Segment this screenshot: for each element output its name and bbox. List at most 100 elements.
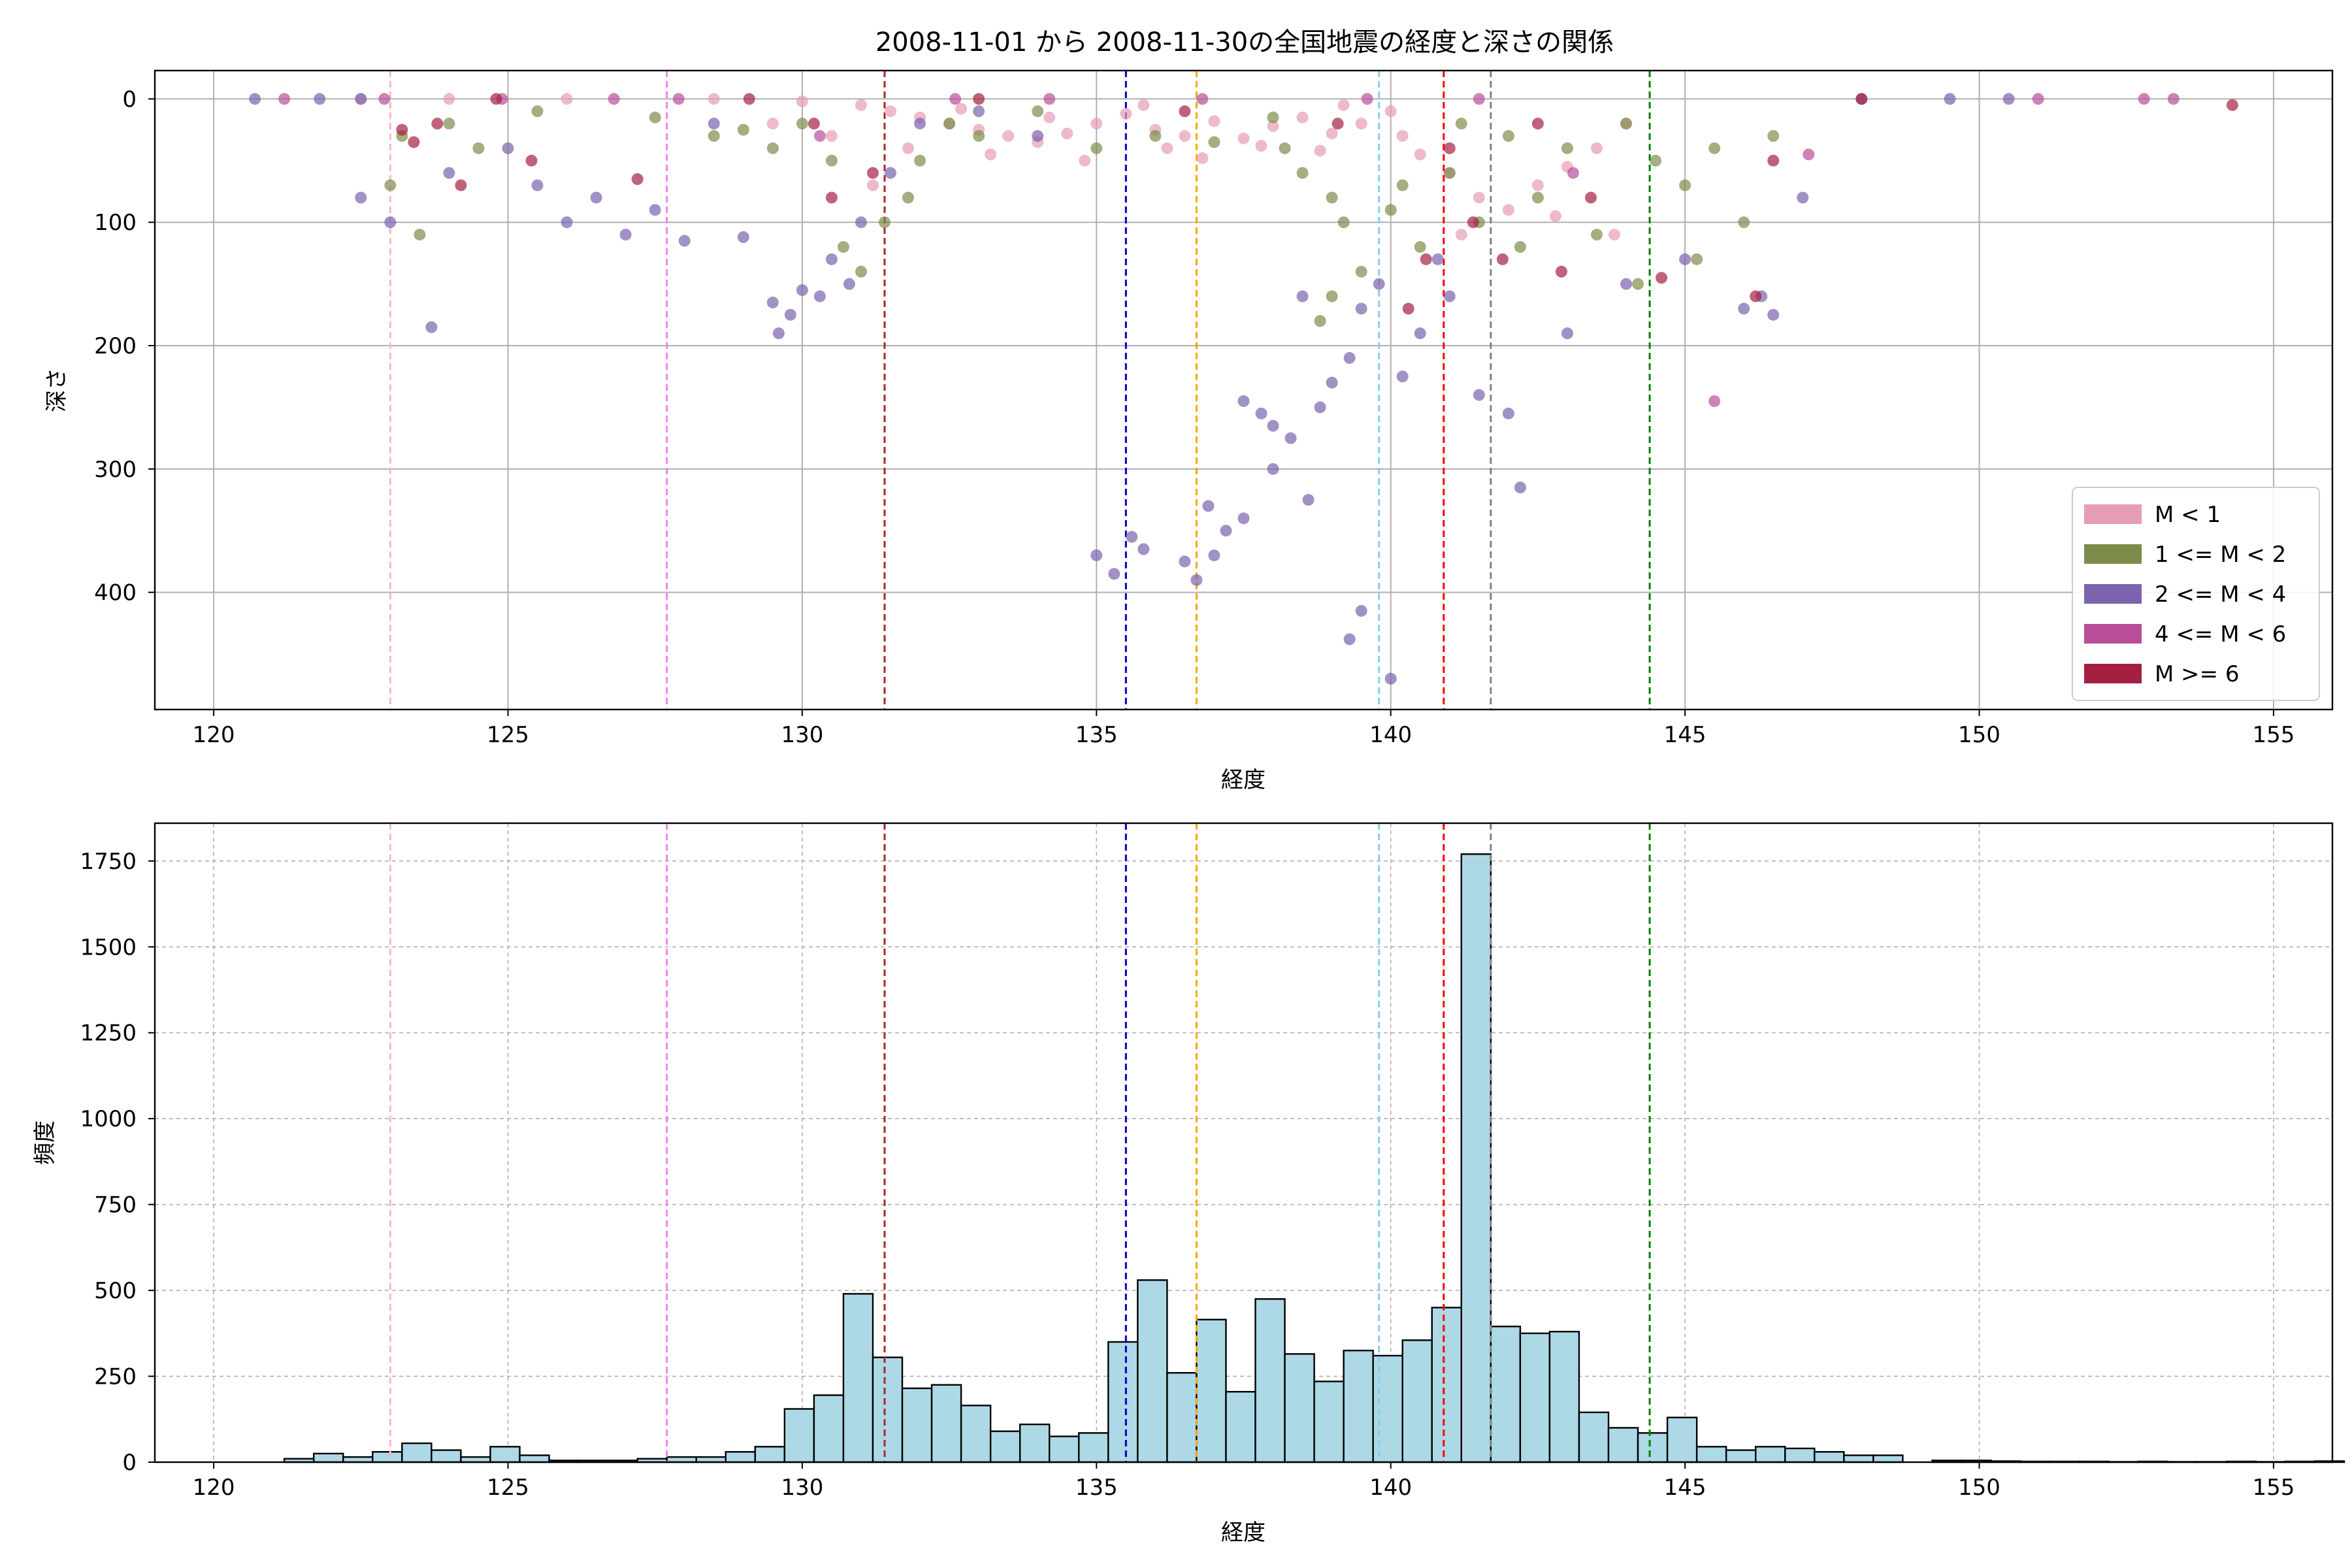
scatter-point bbox=[743, 93, 755, 105]
histogram-bar bbox=[813, 1394, 845, 1463]
scatter-point bbox=[1767, 130, 1780, 142]
scatter-point bbox=[502, 142, 514, 154]
histogram-bar bbox=[1401, 1339, 1433, 1463]
histogram-y-axis-label: 頻度 bbox=[32, 1120, 58, 1165]
scatter-point bbox=[1090, 549, 1103, 561]
scatter-point bbox=[1855, 93, 1868, 105]
scatter-point bbox=[902, 191, 915, 204]
scatter-point bbox=[1590, 142, 1603, 154]
scatter-point bbox=[784, 308, 796, 321]
scatter-point bbox=[866, 179, 879, 191]
scatter-point bbox=[813, 130, 826, 142]
scatter-point bbox=[1032, 105, 1044, 118]
scatter-point bbox=[766, 118, 779, 130]
scatter-point bbox=[431, 118, 444, 130]
scatter-x-tick-label: 150 bbox=[1958, 722, 2001, 748]
scatter-point bbox=[1514, 240, 1526, 253]
histogram-bar bbox=[1137, 1279, 1168, 1463]
scatter-point bbox=[1296, 167, 1309, 179]
scatter-point bbox=[314, 93, 326, 105]
histogram-bar bbox=[872, 1356, 904, 1463]
scatter-point bbox=[1126, 531, 1138, 543]
scatter-point bbox=[1002, 130, 1015, 142]
scatter-point bbox=[1331, 118, 1344, 130]
histogram-x-tick-label: 150 bbox=[1958, 1475, 2001, 1501]
scatter-point bbox=[1202, 500, 1215, 512]
scatter-point bbox=[1414, 148, 1426, 161]
scatter-point bbox=[1797, 191, 1809, 204]
scatter-point bbox=[1237, 132, 1250, 144]
scatter-point bbox=[1326, 191, 1338, 204]
scatter-point bbox=[1455, 118, 1467, 130]
scatter-point bbox=[408, 136, 420, 148]
scatter-point bbox=[825, 253, 838, 265]
scatter-point bbox=[1043, 93, 1056, 105]
histogram-bar bbox=[1519, 1332, 1551, 1463]
scatter-x-tick-label: 145 bbox=[1664, 722, 1707, 748]
scatter-point bbox=[1584, 191, 1597, 204]
scatter-point bbox=[384, 179, 397, 191]
scatter-point bbox=[1738, 302, 1750, 315]
histogram-bar bbox=[754, 1446, 786, 1463]
histogram-bar bbox=[1254, 1298, 1286, 1463]
legend-label: M >= 6 bbox=[2155, 661, 2240, 687]
scatter-x-tick-label: 140 bbox=[1369, 722, 1412, 748]
scatter-point bbox=[1531, 191, 1544, 204]
scatter-point bbox=[590, 191, 602, 204]
scatter-point bbox=[631, 173, 644, 186]
scatter-point bbox=[914, 154, 926, 167]
scatter-point bbox=[1656, 272, 1668, 284]
histogram-x-tick-label: 140 bbox=[1369, 1475, 1412, 1501]
scatter-point bbox=[1090, 142, 1103, 154]
scatter-point bbox=[355, 191, 367, 204]
scatter-point bbox=[885, 167, 897, 179]
scatter-point bbox=[1443, 167, 1456, 179]
histogram-reference-lines bbox=[389, 823, 1651, 1462]
histogram-bar bbox=[989, 1430, 1021, 1463]
scatter-point bbox=[1561, 142, 1573, 154]
scatter-y-tick-label: 400 bbox=[94, 580, 137, 606]
scatter-point bbox=[2167, 93, 2180, 105]
scatter-point bbox=[973, 105, 985, 118]
scatter-point bbox=[1137, 543, 1150, 555]
scatter-point bbox=[1514, 482, 1526, 494]
histogram-bar bbox=[1313, 1380, 1345, 1463]
histogram-bar bbox=[1784, 1447, 1816, 1463]
scatter-point bbox=[1944, 93, 1956, 105]
scatter-point bbox=[1302, 494, 1315, 506]
scatter-point bbox=[1079, 154, 1091, 167]
scatter-x-tick-label: 135 bbox=[1075, 722, 1118, 748]
scatter-y-axis-label: 深さ bbox=[44, 368, 70, 412]
legend-label: 2 <= M < 4 bbox=[2155, 581, 2286, 608]
histogram-bar bbox=[431, 1449, 462, 1463]
scatter-point bbox=[1090, 118, 1103, 130]
histogram-x-ticks: 120 125 130 135 140 145 150 155 bbox=[193, 1462, 2295, 1501]
histogram-y-tick-label: 250 bbox=[94, 1364, 137, 1390]
scatter-x-tick-label: 130 bbox=[781, 722, 823, 748]
scatter-point bbox=[414, 229, 426, 241]
histogram-bar bbox=[1460, 853, 1492, 1463]
legend-box bbox=[2072, 487, 2320, 701]
scatter-point bbox=[443, 93, 455, 105]
scatter-point bbox=[808, 118, 820, 130]
scatter-point bbox=[1326, 127, 1338, 140]
histogram-bar bbox=[1078, 1432, 1109, 1463]
scatter-point bbox=[1120, 108, 1132, 120]
scatter-point bbox=[1343, 633, 1356, 645]
scatter-point bbox=[879, 216, 891, 229]
scatter-point bbox=[1179, 555, 1191, 568]
legend-swatch bbox=[2084, 544, 2142, 564]
histogram-axes-frame bbox=[154, 822, 2334, 1463]
histogram-bar bbox=[1637, 1432, 1669, 1463]
scatter-point bbox=[766, 142, 779, 154]
scatter-point bbox=[1420, 253, 1432, 265]
histogram-bar bbox=[725, 1451, 757, 1463]
scatter-point bbox=[1296, 111, 1309, 123]
scatter-point bbox=[708, 130, 720, 142]
histogram-bar bbox=[901, 1387, 933, 1463]
scatter-point bbox=[1343, 351, 1356, 364]
histogram-bar bbox=[1431, 1307, 1463, 1463]
scatter-point bbox=[1267, 111, 1279, 123]
scatter-point bbox=[1255, 407, 1267, 419]
legend-swatch bbox=[2084, 504, 2142, 524]
